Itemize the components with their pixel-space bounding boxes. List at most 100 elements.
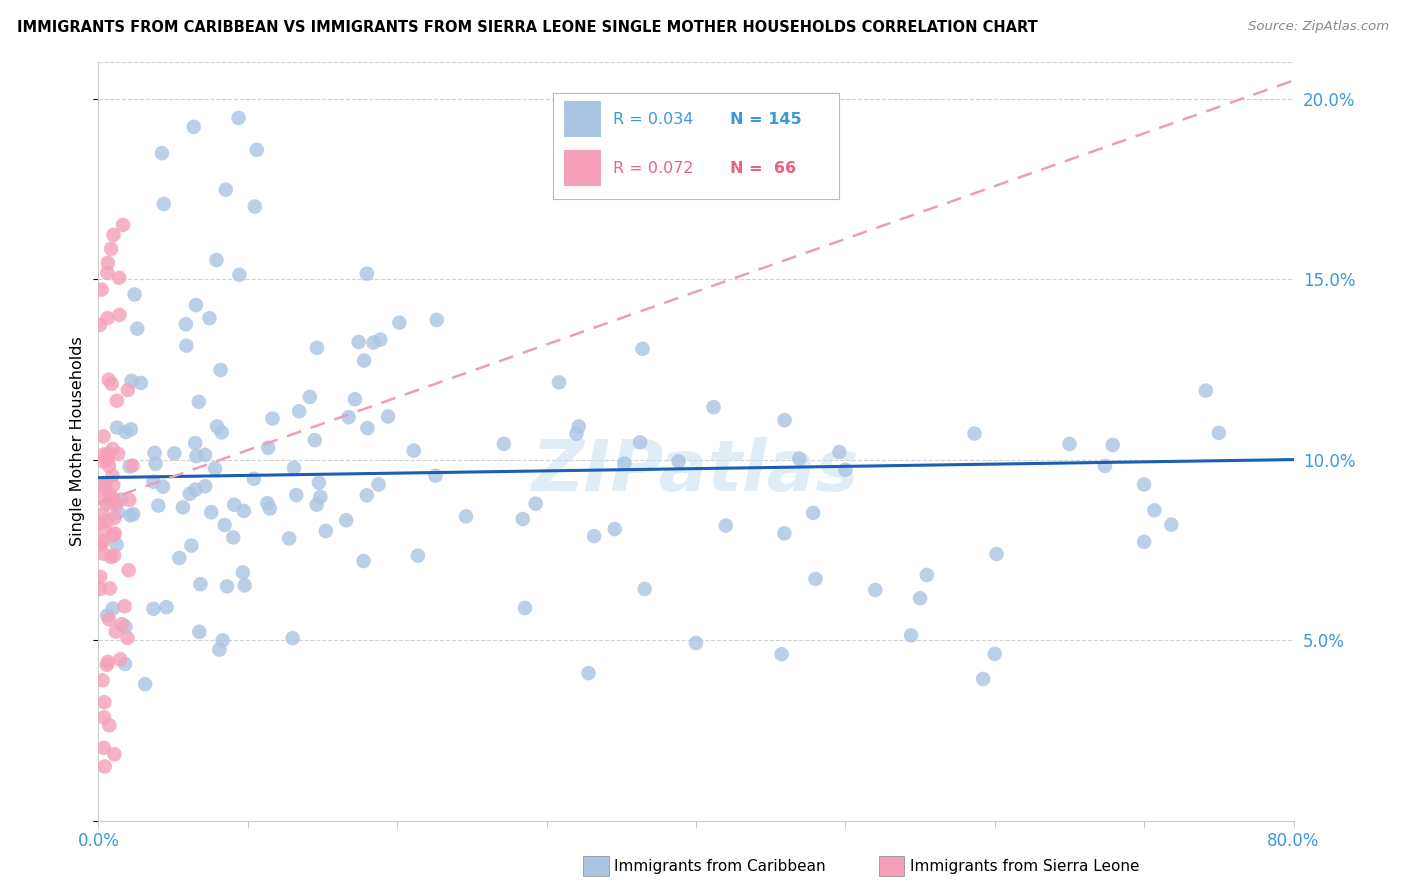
Point — [110, 492, 132, 507]
Point — [103, 227, 125, 242]
Point — [96, 608, 118, 623]
Point — [98, 582, 121, 596]
Point — [353, 554, 375, 568]
Point — [94, 478, 117, 492]
Point — [308, 475, 330, 490]
Point — [155, 600, 177, 615]
Point — [257, 441, 280, 455]
Point — [209, 363, 232, 377]
Point — [367, 477, 389, 491]
Point — [603, 522, 626, 536]
Point — [89, 318, 111, 332]
Point — [94, 523, 117, 537]
Point — [107, 447, 129, 461]
Point — [1094, 458, 1116, 473]
Point — [568, 419, 591, 434]
Point — [900, 628, 922, 642]
Point — [628, 435, 651, 450]
Point — [402, 443, 425, 458]
Point — [1101, 438, 1123, 452]
Point — [91, 454, 114, 468]
Point — [100, 549, 122, 564]
Point — [117, 563, 139, 577]
Point — [215, 183, 238, 197]
Point — [1143, 503, 1166, 517]
Point — [288, 404, 311, 418]
Point — [97, 311, 120, 326]
Point — [222, 530, 245, 544]
Point — [108, 270, 131, 285]
Point — [117, 631, 139, 645]
Point — [98, 612, 121, 626]
Point — [703, 400, 725, 414]
Point — [984, 647, 1007, 661]
Point — [986, 547, 1008, 561]
Point — [804, 572, 827, 586]
Point — [865, 582, 887, 597]
Point — [90, 537, 112, 551]
Point — [232, 504, 254, 518]
Point — [186, 449, 208, 463]
Point — [194, 479, 217, 493]
Point — [142, 475, 165, 489]
Point — [363, 335, 385, 350]
Point — [127, 321, 149, 335]
Point — [305, 498, 328, 512]
Point — [198, 311, 221, 326]
Point — [578, 666, 600, 681]
Point — [184, 436, 207, 450]
Point — [631, 342, 654, 356]
Point — [89, 570, 111, 584]
Point — [232, 566, 254, 580]
Point — [770, 647, 793, 661]
Point — [105, 420, 128, 434]
Point — [205, 253, 228, 268]
Point — [787, 451, 810, 466]
Point — [93, 547, 115, 561]
Point — [90, 283, 112, 297]
Point — [1195, 384, 1218, 398]
Point — [187, 394, 209, 409]
Point — [145, 457, 167, 471]
Point — [668, 454, 690, 468]
Point — [190, 577, 212, 591]
Point — [97, 450, 120, 465]
Point — [211, 425, 233, 440]
Point — [356, 421, 378, 435]
Point — [224, 498, 246, 512]
Text: Immigrants from Caribbean: Immigrants from Caribbean — [614, 859, 827, 874]
Point — [285, 488, 308, 502]
Point — [204, 461, 226, 475]
Text: Source: ZipAtlas.com: Source: ZipAtlas.com — [1249, 20, 1389, 33]
Point — [315, 524, 337, 538]
Point — [246, 143, 269, 157]
Point — [111, 218, 134, 232]
Point — [211, 633, 233, 648]
Point — [120, 508, 142, 523]
Point — [1059, 437, 1081, 451]
Point — [124, 287, 146, 301]
Point — [104, 526, 127, 541]
Point — [281, 631, 304, 645]
Point — [98, 458, 121, 473]
Point — [377, 409, 399, 424]
Point — [134, 677, 156, 691]
Point — [114, 599, 136, 614]
Point — [337, 410, 360, 425]
Text: Immigrants from Sierra Leone: Immigrants from Sierra Leone — [910, 859, 1139, 874]
Point — [97, 655, 120, 669]
Point — [105, 497, 128, 511]
Point — [356, 267, 378, 281]
Point — [93, 740, 115, 755]
Point — [97, 447, 120, 461]
Point — [152, 197, 174, 211]
Point — [100, 242, 122, 256]
Point — [908, 591, 931, 606]
Point — [714, 518, 737, 533]
Point — [513, 601, 536, 615]
Point — [176, 339, 198, 353]
Point — [335, 513, 357, 527]
Point — [93, 429, 115, 443]
Point — [228, 111, 250, 125]
Point — [217, 579, 239, 593]
